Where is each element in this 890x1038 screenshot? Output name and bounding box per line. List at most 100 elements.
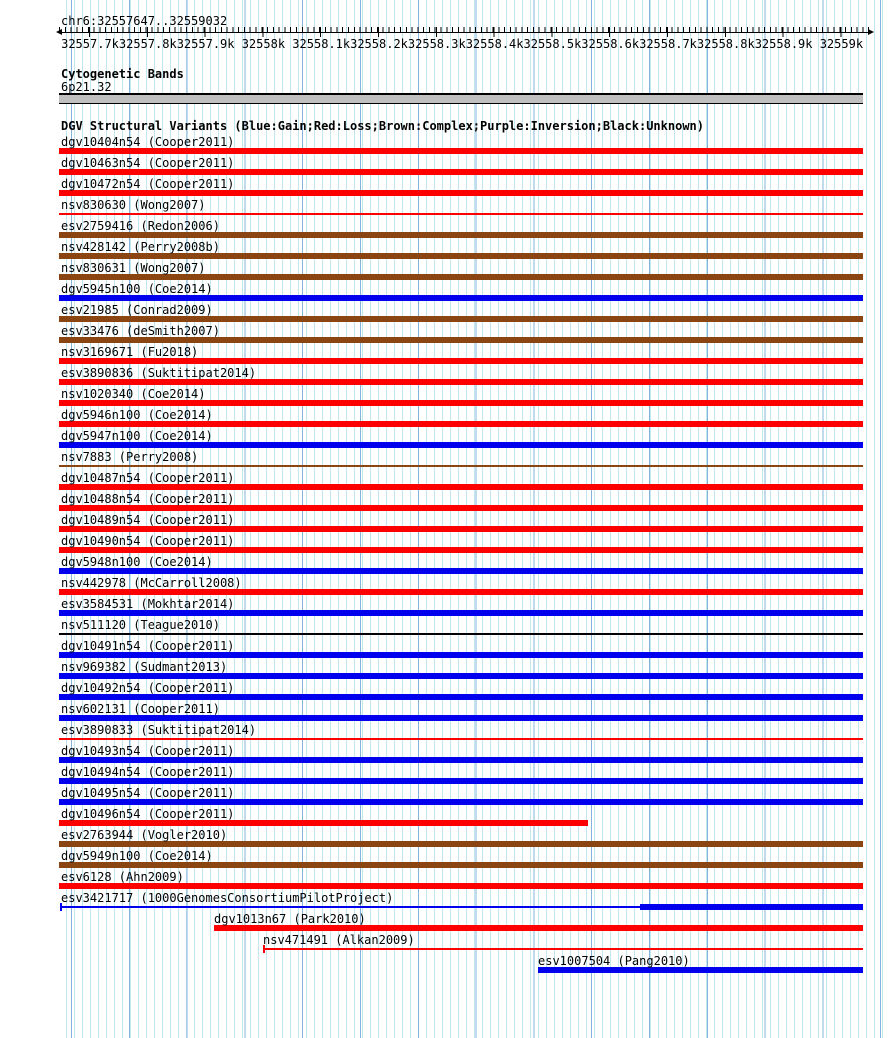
variant-bar[interactable]	[59, 484, 863, 490]
variant-label: esv1007504 (Pang2010)	[538, 954, 690, 968]
variant-bar[interactable]	[60, 906, 640, 908]
variant-label: esv3890836 (Suktitipat2014)	[61, 366, 257, 380]
variant-label: dgv10489n54 (Cooper2011)	[61, 513, 235, 527]
ruler-axis-line	[60, 32, 870, 33]
variant-bar[interactable]	[59, 505, 863, 511]
variant-bar[interactable]	[59, 232, 863, 238]
variant-bar[interactable]	[59, 526, 863, 532]
variant-bar[interactable]	[59, 547, 863, 553]
ruler-tick-label: 32558.4k	[465, 37, 524, 51]
variant-bar[interactable]	[59, 148, 863, 154]
variant-label: esv6128 (Ahn2009)	[61, 870, 184, 884]
variant-label: esv2759416 (Redon2006)	[61, 219, 220, 233]
variant-bar[interactable]	[59, 316, 863, 322]
variant-label: dgv10472n54 (Cooper2011)	[61, 177, 235, 191]
variant-label: dgv10488n54 (Cooper2011)	[61, 492, 235, 506]
dgv-track-title: DGV Structural Variants (Blue:Gain;Red:L…	[61, 119, 704, 133]
variant-bar[interactable]	[59, 358, 863, 364]
variant-label: esv2763944 (Vogler2010)	[61, 828, 228, 842]
variant-label: dgv10487n54 (Cooper2011)	[61, 471, 235, 485]
ruler-tick-label: 32559k	[819, 37, 864, 51]
variant-label: dgv10463n54 (Cooper2011)	[61, 156, 235, 170]
variant-bar[interactable]	[59, 694, 863, 700]
variant-label: nsv830631 (Wong2007)	[61, 261, 206, 275]
ruler-tick-label: 32557.8k	[118, 37, 177, 51]
ruler-tick-label: 32558.2k	[350, 37, 408, 51]
region-coordinates: chr6:32557647..32559032	[61, 14, 228, 28]
variant-label: nsv428142 (Perry2008b)	[61, 240, 220, 254]
variant-label: nsv471491 (Alkan2009)	[263, 933, 415, 947]
variant-label: dgv1013n67 (Park2010)	[214, 912, 366, 926]
ruler-minor-ticks	[59, 27, 870, 32]
variant-bar[interactable]	[59, 715, 863, 721]
variant-bar[interactable]	[59, 568, 863, 574]
variant-bar[interactable]	[59, 442, 863, 448]
cytogenetic-band-bar[interactable]	[59, 93, 863, 104]
variant-label: esv33476 (deSmith2007)	[61, 324, 220, 338]
ruler-tick-label: 32557.9k	[176, 37, 235, 51]
variant-label: dgv5949n100 (Coe2014)	[61, 849, 213, 863]
ruler-left-arrow-icon	[56, 29, 62, 35]
variant-label: dgv5945n100 (Coe2014)	[61, 282, 213, 296]
cytogenetic-track-title: Cytogenetic Bands	[61, 67, 184, 81]
variant-label: dgv5946n100 (Coe2014)	[61, 408, 213, 422]
ruler-tick-label: 32558.3k	[407, 37, 466, 51]
variant-bar[interactable]	[59, 841, 863, 847]
variant-bar[interactable]	[59, 274, 863, 280]
ruler-tick-label: 32558.6k	[581, 37, 640, 51]
variant-bar[interactable]	[59, 778, 863, 784]
variant-bar[interactable]	[59, 400, 863, 406]
variant-label: esv3890833 (Suktitipat2014)	[61, 723, 257, 737]
variant-label: nsv602131 (Cooper2011)	[61, 702, 220, 716]
variant-bar[interactable]	[59, 213, 863, 215]
variant-start-tick	[60, 903, 62, 911]
variant-bar[interactable]	[263, 948, 863, 950]
variant-bar[interactable]	[59, 190, 863, 196]
variant-label: nsv1020340 (Coe2014)	[61, 387, 206, 401]
variant-bar[interactable]	[59, 337, 863, 343]
ruler-right-arrow-icon	[868, 29, 874, 35]
variant-label: dgv10490n54 (Cooper2011)	[61, 534, 235, 548]
variant-label: dgv10496n54 (Cooper2011)	[61, 807, 235, 821]
variant-label: esv21985 (Conrad2009)	[61, 303, 213, 317]
variant-bar[interactable]	[640, 904, 863, 910]
variant-label: dgv10494n54 (Cooper2011)	[61, 765, 235, 779]
variant-bar[interactable]	[59, 421, 863, 427]
variant-label: dgv5947n100 (Coe2014)	[61, 429, 213, 443]
variant-label: nsv3169671 (Fu2018)	[61, 345, 199, 359]
variant-bar[interactable]	[59, 738, 863, 740]
variant-label: dgv10495n54 (Cooper2011)	[61, 786, 235, 800]
variant-bar[interactable]	[59, 169, 863, 175]
variant-bar[interactable]	[59, 757, 863, 763]
variant-bar[interactable]	[59, 379, 863, 385]
variant-bar[interactable]	[538, 967, 863, 973]
variant-label: nsv969382 (Sudmant2013)	[61, 660, 228, 674]
variant-bar[interactable]	[59, 633, 863, 635]
variant-label: nsv830630 (Wong2007)	[61, 198, 206, 212]
variant-label: esv3421717 (1000GenomesConsortiumPilotPr…	[61, 891, 394, 905]
variant-label: nsv442978 (McCarroll2008)	[61, 576, 242, 590]
variant-label: dgv5948n100 (Coe2014)	[61, 555, 213, 569]
variant-bar[interactable]	[59, 862, 863, 868]
variant-bar[interactable]	[59, 610, 863, 616]
ruler-tick-label: 32557.7k	[61, 37, 119, 51]
variant-bar[interactable]	[59, 673, 863, 679]
variant-label: esv3584531 (Mokhtar2014)	[61, 597, 235, 611]
variant-label: nsv511120 (Teague2010)	[61, 618, 220, 632]
variant-bar[interactable]	[59, 465, 863, 467]
variant-start-tick	[263, 945, 265, 953]
ruler-tick-label: 32558.8k	[696, 37, 755, 51]
variant-label: nsv7883 (Perry2008)	[61, 450, 199, 464]
variant-bar[interactable]	[59, 652, 863, 658]
ruler-tick-label: 32558.1k	[292, 37, 351, 51]
ruler-tick-label: 32558.5k	[523, 37, 582, 51]
variant-bar[interactable]	[59, 295, 863, 301]
variant-bar[interactable]	[59, 820, 588, 826]
variant-bar[interactable]	[214, 925, 863, 931]
variant-bar[interactable]	[59, 883, 863, 889]
variant-bar[interactable]	[59, 589, 863, 595]
variant-bar[interactable]	[59, 799, 863, 805]
variant-label: dgv10404n54 (Cooper2011)	[61, 135, 235, 149]
variant-bar[interactable]	[59, 253, 863, 259]
